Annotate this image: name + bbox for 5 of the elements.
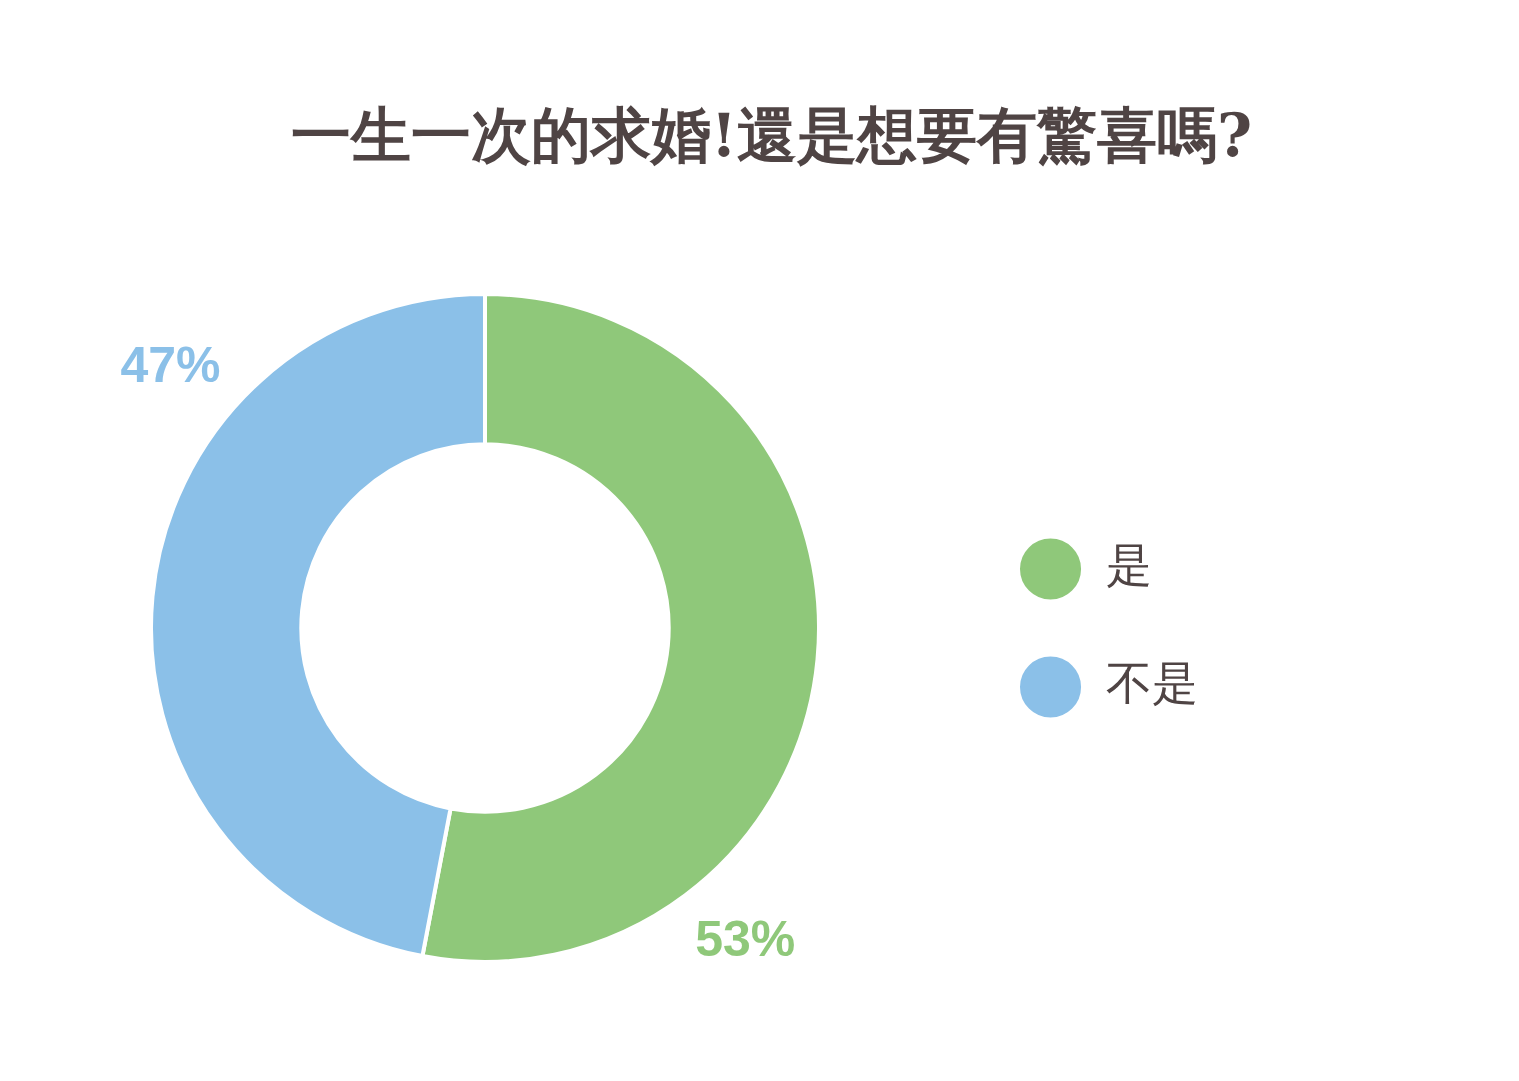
chart-title: 一生一次的求婚!還是想要有驚喜嗎? xyxy=(290,99,1253,170)
data-label: 53% xyxy=(695,911,796,968)
legend-label: 是 xyxy=(1106,537,1153,592)
legend-label: 不是 xyxy=(1106,655,1199,710)
data-label: 47% xyxy=(120,336,221,393)
